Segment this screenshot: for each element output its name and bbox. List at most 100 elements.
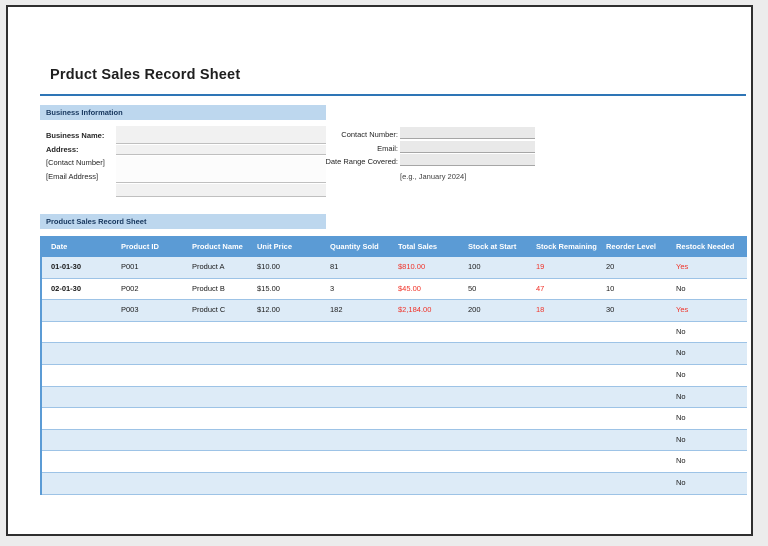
cell-product-name[interactable]: Product B xyxy=(192,283,225,293)
cell-date[interactable] xyxy=(42,473,112,494)
cell-unit-price[interactable] xyxy=(248,451,321,472)
cell-total-sales[interactable] xyxy=(389,387,459,408)
cell-stock-remaining[interactable] xyxy=(527,408,597,429)
cell-product-id[interactable]: P003 xyxy=(121,305,139,315)
cell-restock-needed[interactable]: No xyxy=(676,369,686,379)
cell-quantity-sold[interactable] xyxy=(321,430,389,451)
cell-total-sales[interactable] xyxy=(389,322,459,343)
cell-restock-needed[interactable]: No xyxy=(676,326,686,336)
cell-date[interactable] xyxy=(42,365,112,386)
cell-total-sales[interactable]: $2,184.00 xyxy=(398,305,432,315)
cell-product-id[interactable] xyxy=(112,365,183,386)
email-right-input[interactable] xyxy=(400,141,535,153)
cell-reorder-level[interactable] xyxy=(597,430,667,451)
cell-total-sales[interactable]: $45.00 xyxy=(398,283,421,293)
cell-reorder-level[interactable]: 10 xyxy=(606,283,615,293)
cell-product-id[interactable] xyxy=(112,408,183,429)
cell-stock-at-start[interactable]: 100 xyxy=(468,262,481,271)
cell-stock-remaining[interactable] xyxy=(527,473,597,494)
cell-restock-needed[interactable]: No xyxy=(676,283,686,293)
cell-stock-at-start[interactable] xyxy=(459,343,527,364)
cell-stock-remaining[interactable] xyxy=(527,365,597,386)
email-input[interactable] xyxy=(116,184,326,197)
cell-product-name[interactable] xyxy=(183,408,248,429)
cell-product-name[interactable] xyxy=(183,473,248,494)
date-range-input[interactable] xyxy=(400,154,535,166)
cell-reorder-level[interactable]: 30 xyxy=(606,305,615,315)
cell-restock-needed[interactable]: No xyxy=(676,391,686,401)
cell-date[interactable] xyxy=(42,451,112,472)
cell-quantity-sold[interactable] xyxy=(321,387,389,408)
cell-quantity-sold[interactable]: 3 xyxy=(330,283,335,293)
cell-quantity-sold[interactable] xyxy=(321,408,389,429)
cell-unit-price[interactable] xyxy=(248,473,321,494)
cell-date[interactable] xyxy=(42,430,112,451)
cell-product-name[interactable] xyxy=(183,343,248,364)
cell-stock-remaining[interactable] xyxy=(527,430,597,451)
cell-product-id[interactable] xyxy=(112,322,183,343)
cell-reorder-level[interactable] xyxy=(597,451,667,472)
cell-stock-remaining[interactable]: 47 xyxy=(536,283,545,293)
cell-product-name[interactable] xyxy=(183,430,248,451)
cell-date[interactable]: 02-01-30 xyxy=(51,283,82,293)
cell-restock-needed[interactable]: No xyxy=(676,348,686,358)
cell-reorder-level[interactable] xyxy=(597,365,667,386)
cell-quantity-sold[interactable]: 182 xyxy=(330,305,343,315)
cell-restock-needed[interactable]: Yes xyxy=(676,305,689,315)
cell-unit-price[interactable]: $10.00 xyxy=(257,262,280,271)
cell-product-id[interactable] xyxy=(112,343,183,364)
cell-reorder-level[interactable]: 20 xyxy=(606,262,615,271)
cell-stock-remaining[interactable]: 18 xyxy=(536,305,545,315)
cell-unit-price[interactable] xyxy=(248,322,321,343)
cell-date[interactable] xyxy=(42,343,112,364)
cell-unit-price[interactable] xyxy=(248,430,321,451)
cell-stock-remaining[interactable]: 19 xyxy=(536,262,545,271)
address-input[interactable] xyxy=(116,145,326,155)
cell-unit-price[interactable] xyxy=(248,343,321,364)
cell-stock-at-start[interactable] xyxy=(459,322,527,343)
cell-total-sales[interactable] xyxy=(389,451,459,472)
cell-unit-price[interactable] xyxy=(248,387,321,408)
cell-stock-at-start[interactable] xyxy=(459,408,527,429)
cell-date[interactable] xyxy=(42,408,112,429)
cell-reorder-level[interactable] xyxy=(597,343,667,364)
cell-stock-at-start[interactable] xyxy=(459,451,527,472)
cell-product-name[interactable]: Product C xyxy=(192,305,226,315)
cell-total-sales[interactable] xyxy=(389,473,459,494)
cell-stock-at-start[interactable] xyxy=(459,430,527,451)
cell-date[interactable] xyxy=(42,387,112,408)
cell-reorder-level[interactable] xyxy=(597,387,667,408)
cell-restock-needed[interactable]: No xyxy=(676,413,686,423)
cell-total-sales[interactable]: $810.00 xyxy=(398,262,426,271)
cell-quantity-sold[interactable] xyxy=(321,473,389,494)
cell-unit-price[interactable] xyxy=(248,408,321,429)
cell-restock-needed[interactable]: Yes xyxy=(676,262,689,271)
cell-quantity-sold[interactable] xyxy=(321,322,389,343)
cell-unit-price[interactable]: $15.00 xyxy=(257,283,280,293)
cell-stock-at-start[interactable] xyxy=(459,473,527,494)
cell-product-id[interactable] xyxy=(112,430,183,451)
cell-date[interactable]: 01-01-30 xyxy=(51,262,82,271)
cell-product-id[interactable] xyxy=(112,451,183,472)
cell-reorder-level[interactable] xyxy=(597,408,667,429)
cell-date[interactable] xyxy=(42,300,112,321)
cell-date[interactable] xyxy=(42,322,112,343)
cell-restock-needed[interactable]: No xyxy=(676,456,686,466)
cell-product-id[interactable] xyxy=(112,387,183,408)
cell-product-name[interactable] xyxy=(183,365,248,386)
cell-product-name[interactable]: Product A xyxy=(192,262,225,271)
cell-product-id[interactable]: P002 xyxy=(121,283,139,293)
cell-unit-price[interactable]: $12.00 xyxy=(257,305,280,315)
cell-quantity-sold[interactable] xyxy=(321,451,389,472)
contact-number-right-input[interactable] xyxy=(400,127,535,139)
cell-stock-remaining[interactable] xyxy=(527,451,597,472)
cell-stock-at-start[interactable]: 50 xyxy=(468,283,477,293)
cell-stock-at-start[interactable]: 200 xyxy=(468,305,481,315)
cell-reorder-level[interactable] xyxy=(597,322,667,343)
cell-stock-remaining[interactable] xyxy=(527,387,597,408)
cell-stock-remaining[interactable] xyxy=(527,322,597,343)
business-name-input[interactable] xyxy=(116,126,326,144)
cell-stock-remaining[interactable] xyxy=(527,343,597,364)
cell-stock-at-start[interactable] xyxy=(459,387,527,408)
cell-quantity-sold[interactable]: 81 xyxy=(330,262,339,271)
